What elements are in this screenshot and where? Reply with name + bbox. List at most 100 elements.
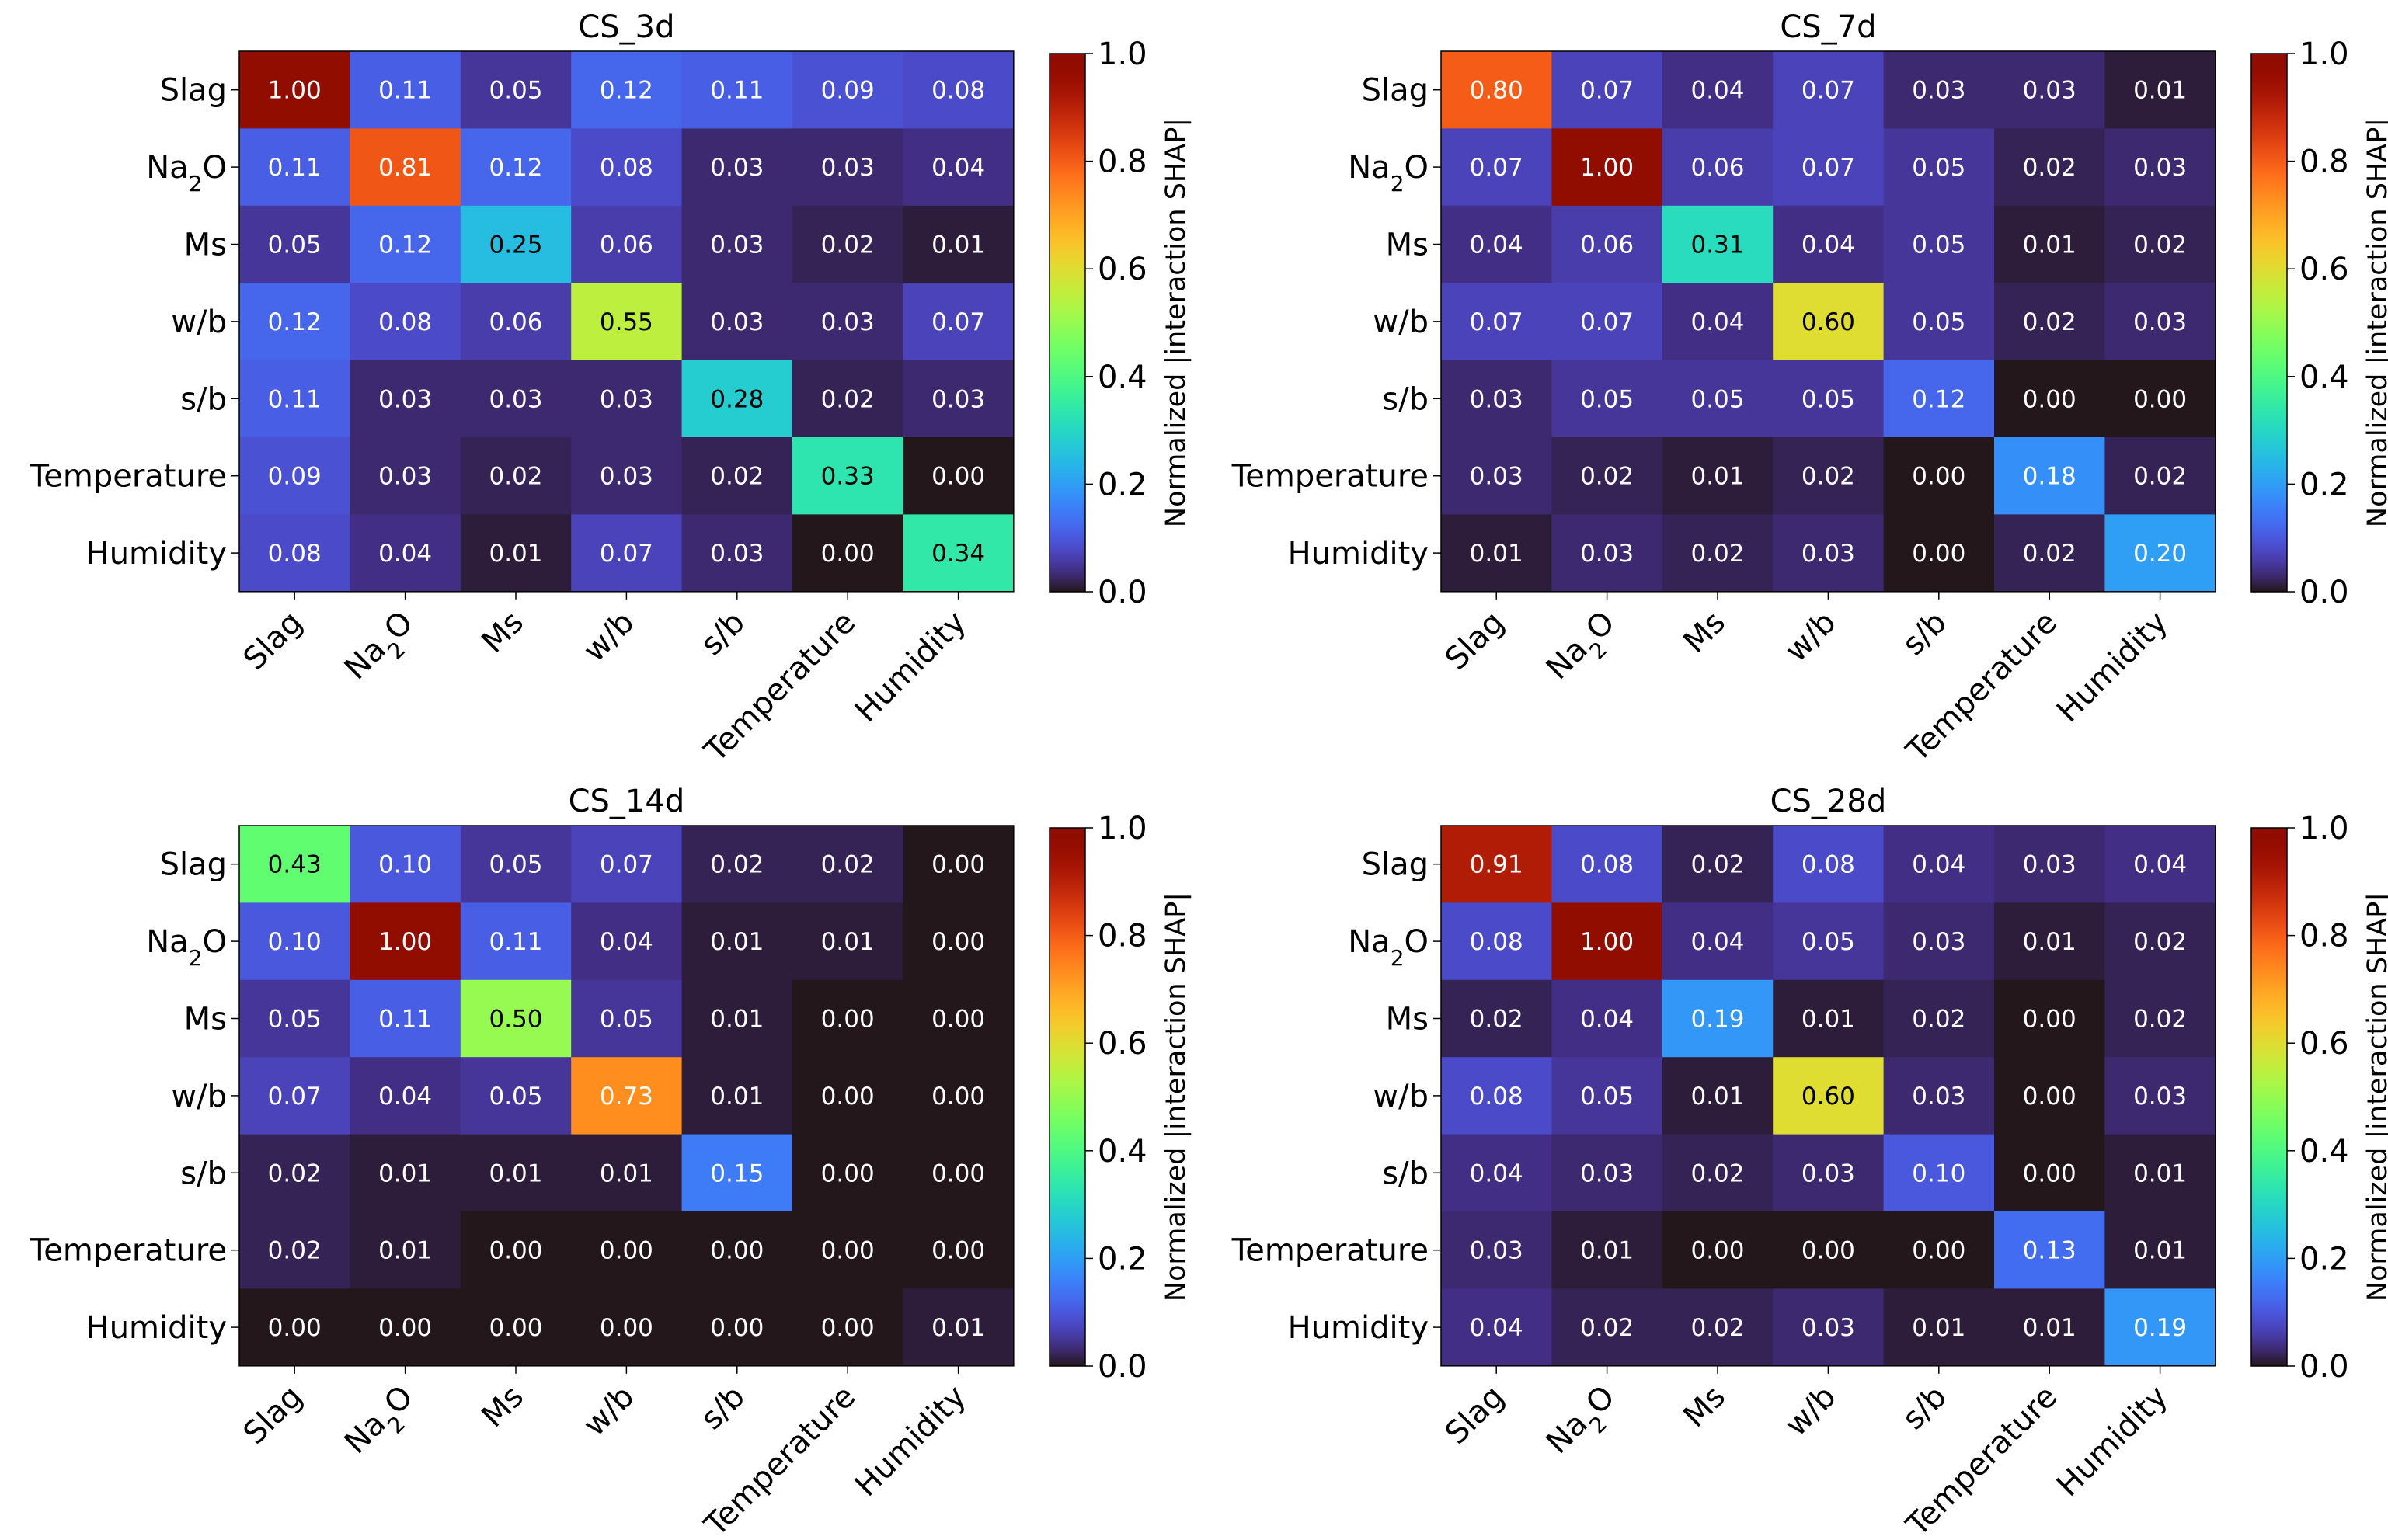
x-tick-label: Humidity: [2050, 604, 2175, 729]
heatmap-cell: [792, 128, 903, 207]
heatmap-cell: [1994, 979, 2105, 1058]
heatmap-cell: [1773, 1134, 1885, 1212]
x-tick-label: Ms: [1676, 1378, 1732, 1434]
heatmap-cell: [792, 1134, 903, 1212]
y-tick-label: Slag: [160, 73, 227, 109]
heatmap-cell: [350, 514, 461, 593]
heatmap-cell: [903, 437, 1015, 515]
cell-value-label: 0.06: [1580, 231, 1634, 259]
heatmap-cell: [1551, 1288, 1663, 1367]
heatmap-cell: [2104, 1057, 2216, 1135]
colorbar-tick-label: 1.0: [1098, 37, 1147, 72]
cell-value-label: 0.02: [2133, 463, 2187, 491]
cell-value-label: 0.04: [1690, 308, 1744, 336]
cell-value-label: 0.07: [1801, 154, 1855, 182]
cell-value-label: 0.00: [1801, 1237, 1855, 1265]
colorbar-tick-label: 0.6: [2299, 1026, 2349, 1062]
x-tick-label: Slag: [237, 1378, 310, 1451]
heatmap-cell: [1883, 902, 1995, 981]
y-tick-label: Slag: [1362, 847, 1429, 883]
cell-value-label: 0.33: [821, 463, 875, 491]
x-tick-label: w/b: [1778, 1378, 1843, 1443]
cell-value-label: 0.00: [2133, 385, 2187, 413]
heatmap-cell: [903, 902, 1015, 981]
y-tick-label: Slag: [1362, 73, 1429, 109]
cell-value-label: 0.05: [489, 851, 542, 879]
cell-value-label: 0.05: [1801, 385, 1855, 413]
x-tick-label: Ms: [475, 1378, 531, 1434]
heatmap-cell: [1994, 437, 2105, 515]
cell-value-label: 0.04: [1580, 1006, 1634, 1034]
heatmap-cell: [350, 1288, 461, 1367]
cell-value-label: 0.06: [489, 308, 542, 336]
colorbar-tick-label: 0.8: [1098, 144, 1147, 180]
colorbar-label: Normalized |interaction SHAP|: [1161, 118, 1192, 527]
colorbar-tick-label: 1.0: [2299, 811, 2349, 846]
cell-value-label: 0.00: [821, 1006, 875, 1034]
heatmap-cell: [681, 979, 793, 1058]
heatmap-panel-cs-28d: CS_28d 0.91 0.08 0.02 0.08 0.04 0.03 0.04 0.08 1.…: [1231, 784, 2388, 1540]
heatmap-cell: [350, 1211, 461, 1289]
cell-value-label: 0.11: [268, 154, 322, 182]
cell-value-label: 0.11: [489, 928, 542, 956]
cell-value-label: 0.07: [931, 308, 985, 336]
heatmap-cell: [2104, 1211, 2216, 1289]
heatmap-cell: [792, 979, 903, 1058]
heatmap-cell: [1441, 1057, 1552, 1135]
heatmap-cell: [1662, 826, 1774, 903]
heatmap-cell: [1883, 128, 1995, 207]
cell-value-label: 0.00: [931, 851, 985, 879]
cell-value-label: 1.00: [268, 77, 322, 105]
cell-value-label: 0.31: [1690, 231, 1744, 259]
cell-value-label: 0.01: [710, 1006, 764, 1034]
heatmap-cell: [792, 826, 903, 903]
panel-title: CS_28d: [1770, 784, 1887, 819]
cell-value-label: 0.04: [1690, 928, 1744, 956]
colorbar-tick-label: 0.4: [2299, 1134, 2349, 1170]
heatmap-cell: [571, 826, 683, 903]
cell-value-label: 0.03: [2023, 851, 2076, 879]
x-tick-label: Ms: [1676, 604, 1732, 660]
heatmap-cell: [792, 514, 903, 593]
heatmap-cell: [2104, 826, 2216, 903]
cell-value-label: 0.00: [268, 1314, 322, 1342]
cell-value-label: 0.18: [2023, 463, 2076, 491]
cell-value-label: 0.00: [710, 1237, 764, 1265]
cell-value-label: 0.00: [931, 928, 985, 956]
cell-value-label: 0.03: [1912, 928, 1965, 956]
heatmap-cell: [571, 360, 683, 438]
heatmap-cell: [1883, 514, 1995, 593]
heatmap-cell: [571, 514, 683, 593]
x-tick-label: s/b: [694, 1378, 752, 1437]
panel-title: CS_3d: [578, 9, 674, 45]
cell-value-label: 0.03: [1580, 540, 1634, 568]
cell-value-label: 0.60: [1801, 1083, 1855, 1111]
cell-value-label: 0.01: [378, 1237, 432, 1265]
y-tick-label: Humidity: [1288, 1310, 1429, 1346]
heatmap-cell: [1441, 902, 1552, 981]
heatmap-cell: [903, 1057, 1015, 1135]
cell-value-label: 0.07: [1580, 308, 1634, 336]
cell-value-label: 0.01: [2133, 1237, 2187, 1265]
cell-value-label: 0.02: [1690, 1159, 1744, 1187]
cell-value-label: 0.01: [489, 540, 542, 568]
cell-value-label: 0.11: [710, 77, 764, 105]
cell-value-label: 0.03: [2133, 308, 2187, 336]
cell-value-label: 0.07: [268, 1083, 322, 1111]
heatmap-cell: [2104, 205, 2216, 283]
heatmap-cell: [460, 1057, 572, 1135]
heatmap-cell: [792, 283, 903, 361]
cell-value-label: 0.02: [2133, 928, 2187, 956]
colorbar-tick-label: 0.6: [1098, 1026, 1147, 1062]
heatmap-cell: [350, 902, 461, 981]
heatmap-cell: [460, 902, 572, 981]
cell-value-label: 0.00: [1912, 463, 1965, 491]
cell-value-label: 0.00: [2023, 385, 2076, 413]
cell-value-label: 0.00: [2023, 1083, 2076, 1111]
heatmap-cell: [1441, 51, 1552, 129]
x-tick-label: Slag: [1439, 1378, 1512, 1451]
cell-value-label: 0.80: [1470, 77, 1523, 105]
cell-value-label: 0.03: [378, 463, 432, 491]
heatmap-cell: [1441, 360, 1552, 438]
heatmap-cell: [792, 1211, 903, 1289]
